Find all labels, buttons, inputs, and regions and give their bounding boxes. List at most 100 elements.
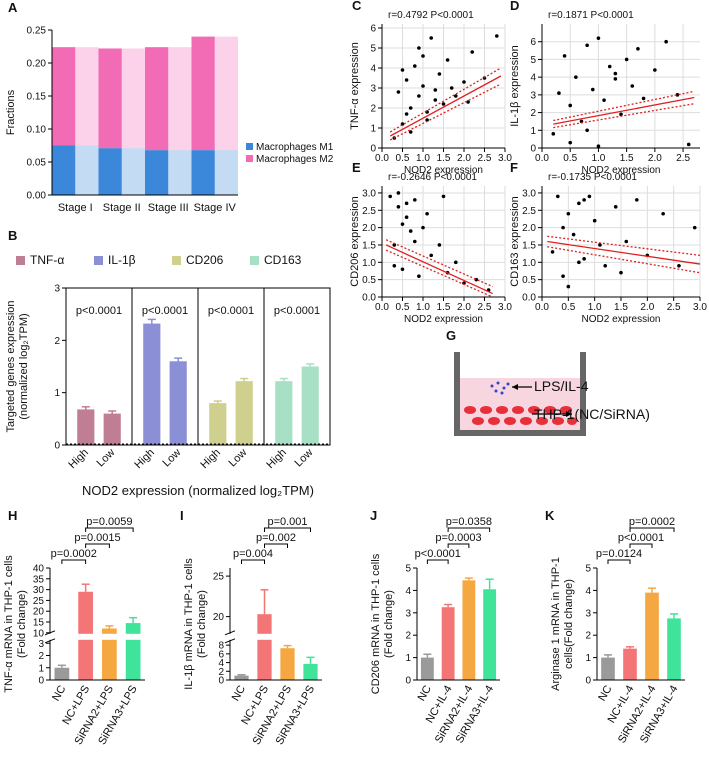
point	[404, 78, 409, 82]
x-tick-label: Low	[293, 447, 316, 470]
legend-swatch	[94, 256, 103, 265]
point	[454, 94, 458, 98]
point	[592, 218, 597, 223]
point	[388, 194, 393, 199]
point	[561, 274, 565, 278]
cell	[567, 417, 577, 425]
significance-bracket	[607, 559, 631, 564]
y-tick-label: 2	[218, 667, 224, 678]
panel-letter: H	[8, 508, 17, 523]
x-tick-label: 1.0	[416, 153, 430, 164]
point	[417, 46, 421, 50]
bar	[623, 648, 637, 680]
bar	[77, 409, 95, 445]
dot	[494, 389, 498, 393]
x-tick-label: 3.0	[498, 302, 512, 313]
point	[396, 205, 401, 209]
significance-bracket	[447, 543, 470, 548]
point	[596, 36, 601, 40]
point	[602, 98, 606, 102]
bar-segment	[145, 47, 169, 151]
x-tick-label: 2.0	[457, 302, 471, 313]
bar	[234, 675, 249, 680]
dot	[496, 381, 500, 385]
point	[692, 225, 697, 230]
confidence-line	[389, 83, 502, 141]
plot-border	[65, 287, 331, 446]
y-tick-label: 0.05	[27, 158, 47, 169]
point	[429, 253, 434, 258]
y-tick-label: 0.25	[27, 26, 47, 37]
cell	[488, 417, 500, 425]
x-tick-label: NC	[596, 683, 614, 703]
bar-segment-shade	[214, 36, 238, 151]
confidence-line	[553, 90, 695, 122]
bar-segment	[98, 148, 122, 195]
point	[596, 144, 601, 149]
point	[613, 205, 618, 209]
panel-letter: J	[370, 508, 377, 523]
bar	[54, 667, 70, 680]
significance-bracket	[85, 543, 110, 548]
point	[417, 274, 421, 278]
x-tick-label: 1.0	[416, 302, 430, 313]
y-tick-label: 0	[585, 676, 591, 687]
bar	[169, 361, 187, 445]
x-tick-label: 2.5	[667, 302, 681, 313]
cell	[536, 417, 548, 425]
y-tick-label: 5	[530, 55, 536, 66]
significance-bracket	[629, 527, 675, 532]
x-tick-label: High	[132, 447, 156, 471]
bar	[125, 623, 141, 680]
y-tick-label: 3.0	[522, 188, 536, 199]
x-tick-label: 2.0	[640, 302, 654, 313]
y-tick-label: 3	[405, 608, 411, 619]
panel-letter: I	[180, 508, 184, 523]
x-tick-label: 0.5	[396, 153, 410, 164]
y-tick-label: 6	[370, 24, 376, 35]
x-tick-label: Stage II	[103, 202, 141, 214]
point	[587, 194, 592, 199]
dot	[502, 386, 506, 390]
y-axis-label: CD206 expression	[349, 196, 361, 287]
panel-letter: K	[545, 508, 555, 523]
cell	[464, 406, 476, 414]
x-tick-label: 0.0	[375, 153, 389, 164]
y-tick-label: 4	[585, 586, 591, 597]
y-tick-label: 0.0	[362, 293, 376, 304]
y-tick-label: 2	[370, 104, 376, 115]
y-tick-label: 2.0	[362, 223, 376, 234]
point	[404, 201, 409, 206]
significance-bracket	[85, 527, 134, 532]
fit-line	[547, 240, 701, 265]
y-tick-label: 3	[585, 608, 591, 619]
bar-segment-shade	[168, 47, 192, 151]
bar-segment-shade	[75, 145, 99, 195]
significance-label: p=0.002	[256, 532, 296, 544]
point	[437, 72, 442, 76]
x-tick-label: Stage III	[148, 202, 189, 214]
x-tick-label: 2.0	[457, 153, 471, 164]
point	[582, 198, 586, 202]
y-tick-label: 0.00	[27, 191, 47, 202]
cell	[552, 417, 564, 425]
point	[421, 84, 425, 88]
bar	[483, 589, 497, 680]
annotation: p<0.0001	[274, 305, 320, 317]
annotation: r=0.4792 P<0.0001	[388, 10, 474, 21]
y-tick-label: 5	[370, 44, 376, 55]
bar	[667, 618, 681, 680]
well-bottom	[454, 430, 586, 436]
bar	[303, 663, 318, 680]
cell	[544, 406, 556, 414]
y-axis-label: IL-1β mRNA in THP-1 cells	[183, 558, 195, 690]
y-tick-label: 3	[54, 284, 60, 295]
point	[550, 250, 555, 254]
bar	[103, 413, 121, 445]
panel-letter: C	[352, 0, 362, 13]
y-tick-label: 40	[33, 564, 45, 575]
legend-label: IL-1β	[108, 253, 136, 267]
y-tick-label: 3	[370, 84, 376, 95]
panel-letter: A	[8, 0, 18, 15]
